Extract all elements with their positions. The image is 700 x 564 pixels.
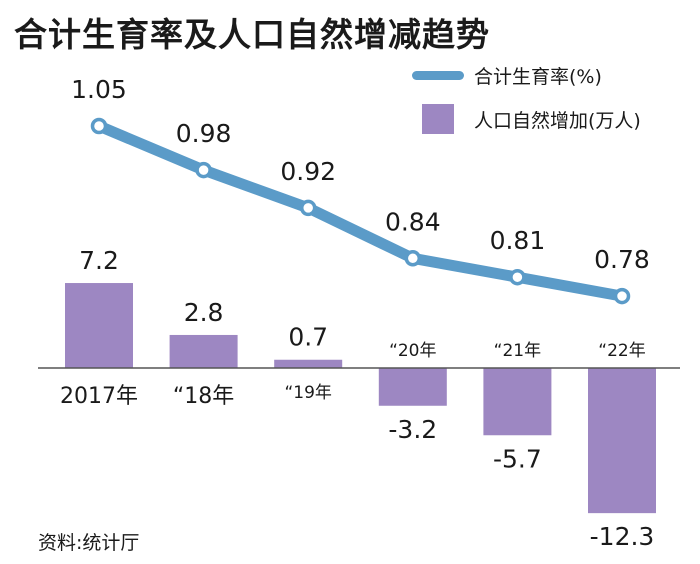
x-tick-label: “20年 bbox=[389, 341, 436, 361]
bar bbox=[378, 368, 447, 406]
legend-item-fertility: 合计生育率(%) bbox=[412, 62, 602, 89]
line-point bbox=[404, 250, 422, 267]
line-value-label: 0.92 bbox=[280, 157, 336, 186]
bar-value-label: -5.7 bbox=[493, 444, 542, 473]
bar-value-label: 0.7 bbox=[288, 323, 328, 352]
legend-label-fertility: 合计生育率(%) bbox=[474, 66, 602, 88]
x-tick-label: “19年 bbox=[284, 383, 331, 403]
legend-line-swatch bbox=[412, 71, 464, 80]
bar bbox=[65, 283, 133, 368]
x-axis-labels: 2017年 “18年 “19年 “20年 “21年 “22年 bbox=[60, 341, 646, 409]
x-tick-label: 2017年 bbox=[60, 384, 138, 409]
x-tick-label: “18年 bbox=[173, 384, 234, 409]
line-value-label: 0.81 bbox=[490, 226, 546, 255]
bar-value-label: -3.2 bbox=[388, 415, 437, 444]
legend-label-population: 人口自然增加(万人) bbox=[474, 109, 641, 132]
bar bbox=[588, 368, 656, 514]
chart-title: 合计生育率及人口自然增减趋势 bbox=[14, 15, 490, 54]
bar-value-labels: 7.2 2.8 0.7 -3.2 -5.7 -12.3 bbox=[79, 246, 654, 551]
legend-item-population: 人口自然增加(万人) bbox=[412, 104, 641, 134]
line-value-label: 0.78 bbox=[594, 245, 650, 274]
bar-value-label: -12.3 bbox=[590, 522, 655, 551]
bar bbox=[483, 368, 552, 436]
line-point bbox=[195, 161, 212, 179]
bar bbox=[169, 334, 238, 368]
source-note: 资料:统计厅 bbox=[38, 532, 140, 554]
bar-value-label: 7.2 bbox=[79, 246, 119, 275]
legend-bar-swatch bbox=[422, 104, 454, 134]
line-value-label: 1.05 bbox=[71, 75, 127, 104]
line-value-label: 0.98 bbox=[176, 119, 232, 148]
line-point bbox=[90, 117, 108, 135]
line-point bbox=[509, 268, 526, 286]
bar bbox=[274, 359, 343, 368]
line-value-labels: 1.05 0.98 0.92 0.84 0.81 0.78 bbox=[71, 75, 650, 274]
bar-series bbox=[65, 283, 656, 514]
line-point bbox=[299, 199, 317, 217]
line-series bbox=[90, 117, 631, 305]
fertility-line bbox=[93, 120, 628, 302]
x-tick-label: “22年 bbox=[598, 341, 645, 361]
bar-value-label: 2.8 bbox=[184, 298, 224, 327]
x-tick-label: “21年 bbox=[494, 341, 541, 361]
line-value-label: 0.84 bbox=[385, 207, 441, 236]
line-point bbox=[613, 287, 631, 305]
